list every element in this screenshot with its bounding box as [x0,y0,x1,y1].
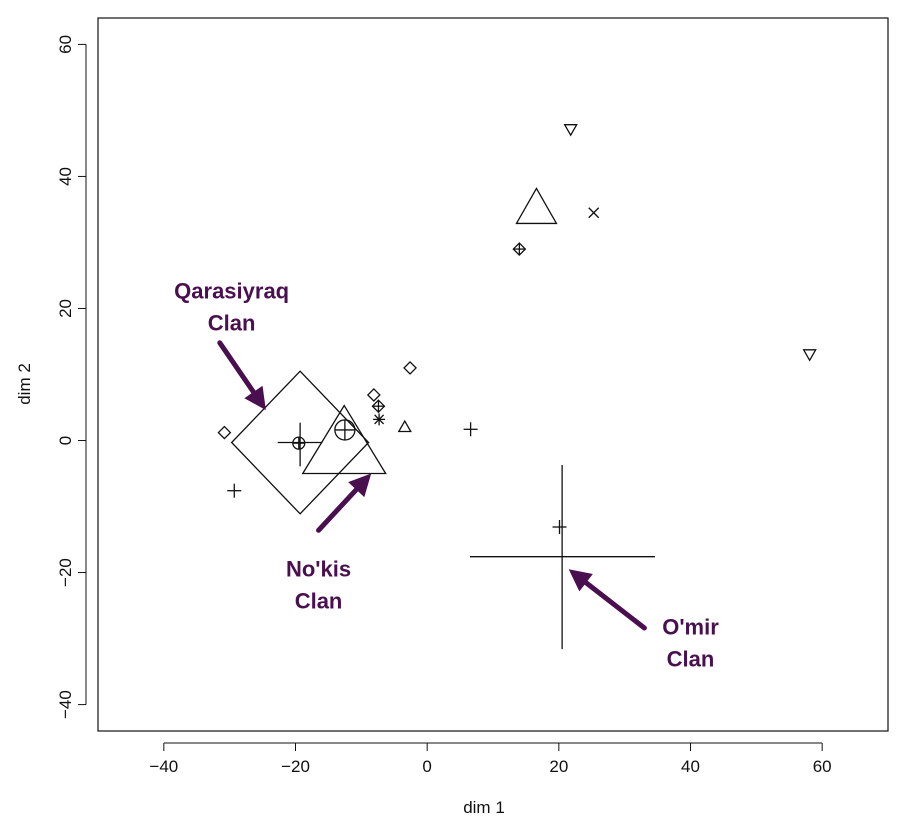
clan-marker-diamond [230,370,370,515]
annotation-label: No'kis [286,557,351,582]
annotation-label: O'mir [662,615,719,640]
annotation-layer: Qarasiyraq Clan No'kis Clan O'mir Clan [174,279,719,672]
x-axis: −40 −20 0 20 40 60 [149,742,832,776]
data-point-circle-plus [292,436,306,450]
x-tick-label: 0 [422,757,431,776]
annotation-arrowhead [244,385,266,411]
data-point-plus [227,483,242,498]
clan-annotation: O'mir Clan [568,569,719,672]
y-tick-label: 20 [56,299,75,318]
y-tick-label: −20 [56,558,75,587]
y-axis: −40 −20 0 20 40 60 [56,35,87,719]
y-axis-label: dim 2 [15,363,34,405]
point-shape [366,388,381,402]
annotation-label: Qarasiyraq [174,279,289,304]
data-point-diamond [217,425,232,440]
y-tick-label: 40 [56,167,75,186]
annotation-arrowhead [568,569,593,592]
annotation-label: Clan [208,311,256,336]
annotation-arrowhead [348,473,372,498]
data-point-triangle-up [515,187,558,225]
data-point-asterisk [373,413,386,426]
data-point-triangle-up [397,419,412,433]
points-layer [217,124,817,535]
clan-annotation: Qarasiyraq Clan [174,279,289,411]
data-point-plus [552,520,567,535]
x-tick-label: 20 [549,757,568,776]
data-point-circle-plus [334,419,356,441]
point-shape [403,360,417,375]
x-axis-label: dim 1 [463,798,505,817]
annotation-arrow [217,340,256,395]
point-shape [397,419,412,433]
plot-frame [97,17,889,732]
point-shape [515,187,558,225]
data-point-triangle-down [802,349,817,362]
x-tick-label: 60 [813,757,832,776]
x-tick-label: 40 [681,757,700,776]
annotation-arrow [316,487,359,533]
clan-marker-layer [230,370,655,650]
data-point-triangle-down [563,124,578,137]
clan-marker-triangle-up [301,404,387,475]
data-point-diamond-plus [512,242,527,256]
data-point-cross [588,207,600,219]
point-shape [217,425,232,440]
y-tick-label: −40 [56,690,75,719]
point-shape [802,349,817,362]
data-point-plus [463,422,478,437]
clan-marker-plus [469,464,655,650]
x-tick-label: −40 [149,757,178,776]
data-point-diamond-plus [371,399,386,414]
y-tick-label: 0 [56,436,75,445]
annotation-arrow [583,580,647,631]
x-tick-label: −20 [281,757,310,776]
point-shape [374,414,385,425]
annotation-label: Clan [295,589,343,614]
clan-annotation: No'kis Clan [286,473,372,614]
point-shape [588,207,600,219]
data-point-diamond [403,360,417,375]
y-tick-label: 60 [56,35,75,54]
annotation-label: Clan [667,647,715,672]
data-point-diamond [366,388,381,402]
clan-shape [301,404,387,475]
clan-shape [230,370,370,515]
point-shape [563,124,578,137]
